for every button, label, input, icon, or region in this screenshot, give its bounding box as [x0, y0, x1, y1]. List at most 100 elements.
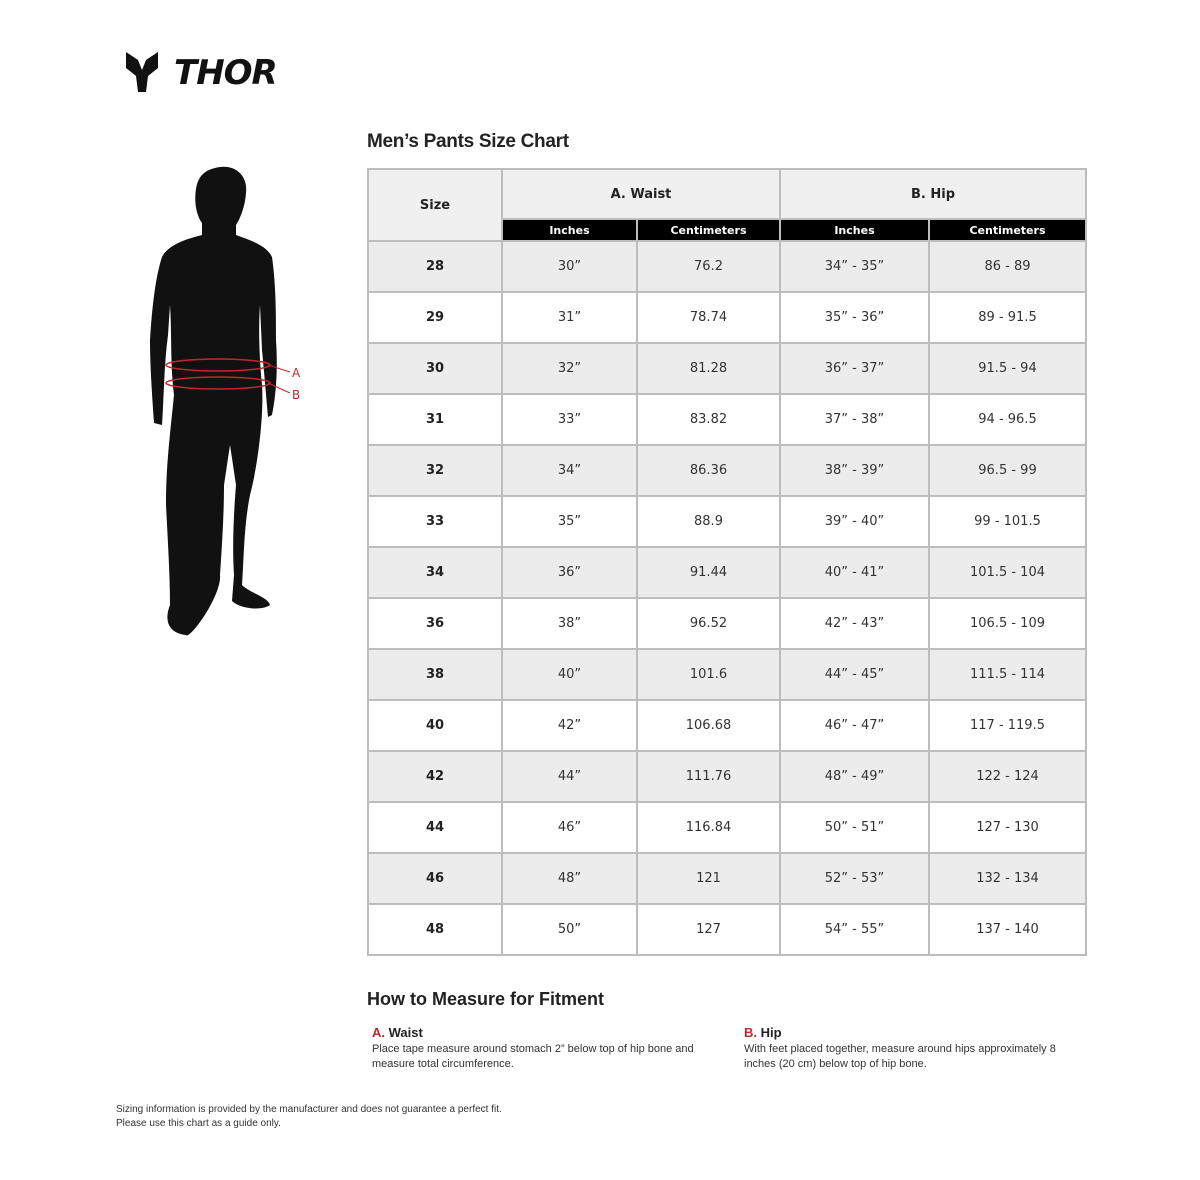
waist-cm-cell: 88.9 — [636, 495, 781, 548]
hip-cm-cell: 86 - 89 — [928, 240, 1087, 293]
waist-cm-cell: 76.2 — [636, 240, 781, 293]
waist-cm-cell: 81.28 — [636, 342, 781, 395]
hip-key: B. — [744, 1025, 757, 1040]
waist-header: A. Waist — [501, 168, 781, 220]
size-cell: 46 — [367, 852, 503, 905]
hip-inches-cell: 39” - 40” — [779, 495, 930, 548]
table-row: 34 36” 91.44 40” - 41” 101.5 - 104 — [367, 546, 1087, 599]
waist-cm-cell: 121 — [636, 852, 781, 905]
thor-logo: THOR — [126, 52, 278, 93]
hip-cm-cell: 96.5 - 99 — [928, 444, 1087, 497]
size-cell: 34 — [367, 546, 503, 599]
table-row: 36 38” 96.52 42” - 43” 106.5 - 109 — [367, 597, 1087, 650]
waist-marker-label: A — [292, 366, 301, 380]
waist-inches-cell: 30” — [501, 240, 638, 293]
waist-inches-header: Inches — [501, 218, 638, 242]
hip-cm-cell: 106.5 - 109 — [928, 597, 1087, 650]
waist-inches-cell: 46” — [501, 801, 638, 854]
page-title: Men’s Pants Size Chart — [367, 131, 569, 152]
table-row: 28 30” 76.2 34” - 35” 86 - 89 — [367, 240, 1087, 293]
disclaimer-line-1: Sizing information is provided by the ma… — [116, 1104, 502, 1115]
table-row: 42 44” 111.76 48” - 49” 122 - 124 — [367, 750, 1087, 803]
hip-inches-cell: 38” - 39” — [779, 444, 930, 497]
hip-instructions: B. Hip With feet placed together, measur… — [744, 1025, 1084, 1072]
waist-cm-cell: 86.36 — [636, 444, 781, 497]
waist-cm-cell: 106.68 — [636, 699, 781, 752]
hip-inches-cell: 37” - 38” — [779, 393, 930, 446]
hip-inches-cell: 46” - 47” — [779, 699, 930, 752]
hip-cm-cell: 127 - 130 — [928, 801, 1087, 854]
waist-text: Place tape measure around stomach 2” bel… — [372, 1043, 694, 1070]
hip-cm-cell: 89 - 91.5 — [928, 291, 1087, 344]
size-table: Size A. Waist B. Hip Inches Centimeters … — [367, 168, 1087, 956]
hip-cm-cell: 122 - 124 — [928, 750, 1087, 803]
waist-inches-cell: 36” — [501, 546, 638, 599]
table-row: 46 48” 121 52” - 53” 132 - 134 — [367, 852, 1087, 905]
waist-cm-cell: 96.52 — [636, 597, 781, 650]
size-header: Size — [367, 168, 503, 242]
waist-cm-cell: 116.84 — [636, 801, 781, 854]
svg-text:THOR: THOR — [174, 53, 277, 93]
waist-cm-cell: 83.82 — [636, 393, 781, 446]
size-cell: 29 — [367, 291, 503, 344]
hip-cm-cell: 94 - 96.5 — [928, 393, 1087, 446]
table-row: 44 46” 116.84 50” - 51” 127 - 130 — [367, 801, 1087, 854]
waist-cm-cell: 127 — [636, 903, 781, 956]
hip-label: Hip — [760, 1025, 782, 1040]
hip-inches-cell: 42” - 43” — [779, 597, 930, 650]
waist-instructions: A. Waist Place tape measure around stoma… — [372, 1025, 712, 1072]
hip-marker-label: B — [292, 388, 300, 402]
waist-inches-cell: 33” — [501, 393, 638, 446]
hip-inches-cell: 35” - 36” — [779, 291, 930, 344]
waist-inches-cell: 35” — [501, 495, 638, 548]
hip-cm-cell: 117 - 119.5 — [928, 699, 1087, 752]
hip-inches-cell: 36” - 37” — [779, 342, 930, 395]
waist-inches-cell: 38” — [501, 597, 638, 650]
table-row: 30 32” 81.28 36” - 37” 91.5 - 94 — [367, 342, 1087, 395]
disclaimer: Sizing information is provided by the ma… — [116, 1103, 502, 1131]
size-cell: 40 — [367, 699, 503, 752]
measure-heading: How to Measure for Fitment — [367, 989, 605, 1009]
size-cell: 36 — [367, 597, 503, 650]
table-row: 48 50” 127 54” - 55” 137 - 140 — [367, 903, 1087, 956]
waist-inches-cell: 42” — [501, 699, 638, 752]
size-cell: 32 — [367, 444, 503, 497]
waist-inches-cell: 48” — [501, 852, 638, 905]
hip-cm-cell: 99 - 101.5 — [928, 495, 1087, 548]
body-silhouette: A B — [150, 166, 301, 636]
size-cell: 42 — [367, 750, 503, 803]
waist-inches-cell: 32” — [501, 342, 638, 395]
waist-inches-cell: 40” — [501, 648, 638, 701]
hip-cm-cell: 132 - 134 — [928, 852, 1087, 905]
hip-inches-cell: 54” - 55” — [779, 903, 930, 956]
table-row: 31 33” 83.82 37” - 38” 94 - 96.5 — [367, 393, 1087, 446]
hip-cm-cell: 137 - 140 — [928, 903, 1087, 956]
waist-key: A. — [372, 1025, 385, 1040]
hip-inches-cell: 44” - 45” — [779, 648, 930, 701]
waist-inches-cell: 44” — [501, 750, 638, 803]
hip-text: With feet placed together, measure aroun… — [744, 1043, 1056, 1070]
waist-cm-cell: 101.6 — [636, 648, 781, 701]
table-row: 29 31” 78.74 35” - 36” 89 - 91.5 — [367, 291, 1087, 344]
waist-cm-cell: 91.44 — [636, 546, 781, 599]
size-cell: 30 — [367, 342, 503, 395]
table-row: 32 34” 86.36 38” - 39” 96.5 - 99 — [367, 444, 1087, 497]
waist-cm-header: Centimeters — [636, 218, 781, 242]
hip-inches-cell: 40” - 41” — [779, 546, 930, 599]
hip-inches-cell: 34” - 35” — [779, 240, 930, 293]
hip-cm-header: Centimeters — [928, 218, 1087, 242]
hip-cm-cell: 91.5 - 94 — [928, 342, 1087, 395]
table-row: 33 35” 88.9 39” - 40” 99 - 101.5 — [367, 495, 1087, 548]
hip-inches-cell: 48” - 49” — [779, 750, 930, 803]
size-cell: 48 — [367, 903, 503, 956]
disclaimer-line-2: Please use this chart as a guide only. — [116, 1118, 281, 1129]
size-cell: 33 — [367, 495, 503, 548]
hip-header: B. Hip — [779, 168, 1087, 220]
waist-inches-cell: 31” — [501, 291, 638, 344]
size-cell: 28 — [367, 240, 503, 293]
hip-inches-cell: 50” - 51” — [779, 801, 930, 854]
waist-cm-cell: 78.74 — [636, 291, 781, 344]
waist-label: Waist — [388, 1025, 423, 1040]
hip-inches-header: Inches — [779, 218, 930, 242]
